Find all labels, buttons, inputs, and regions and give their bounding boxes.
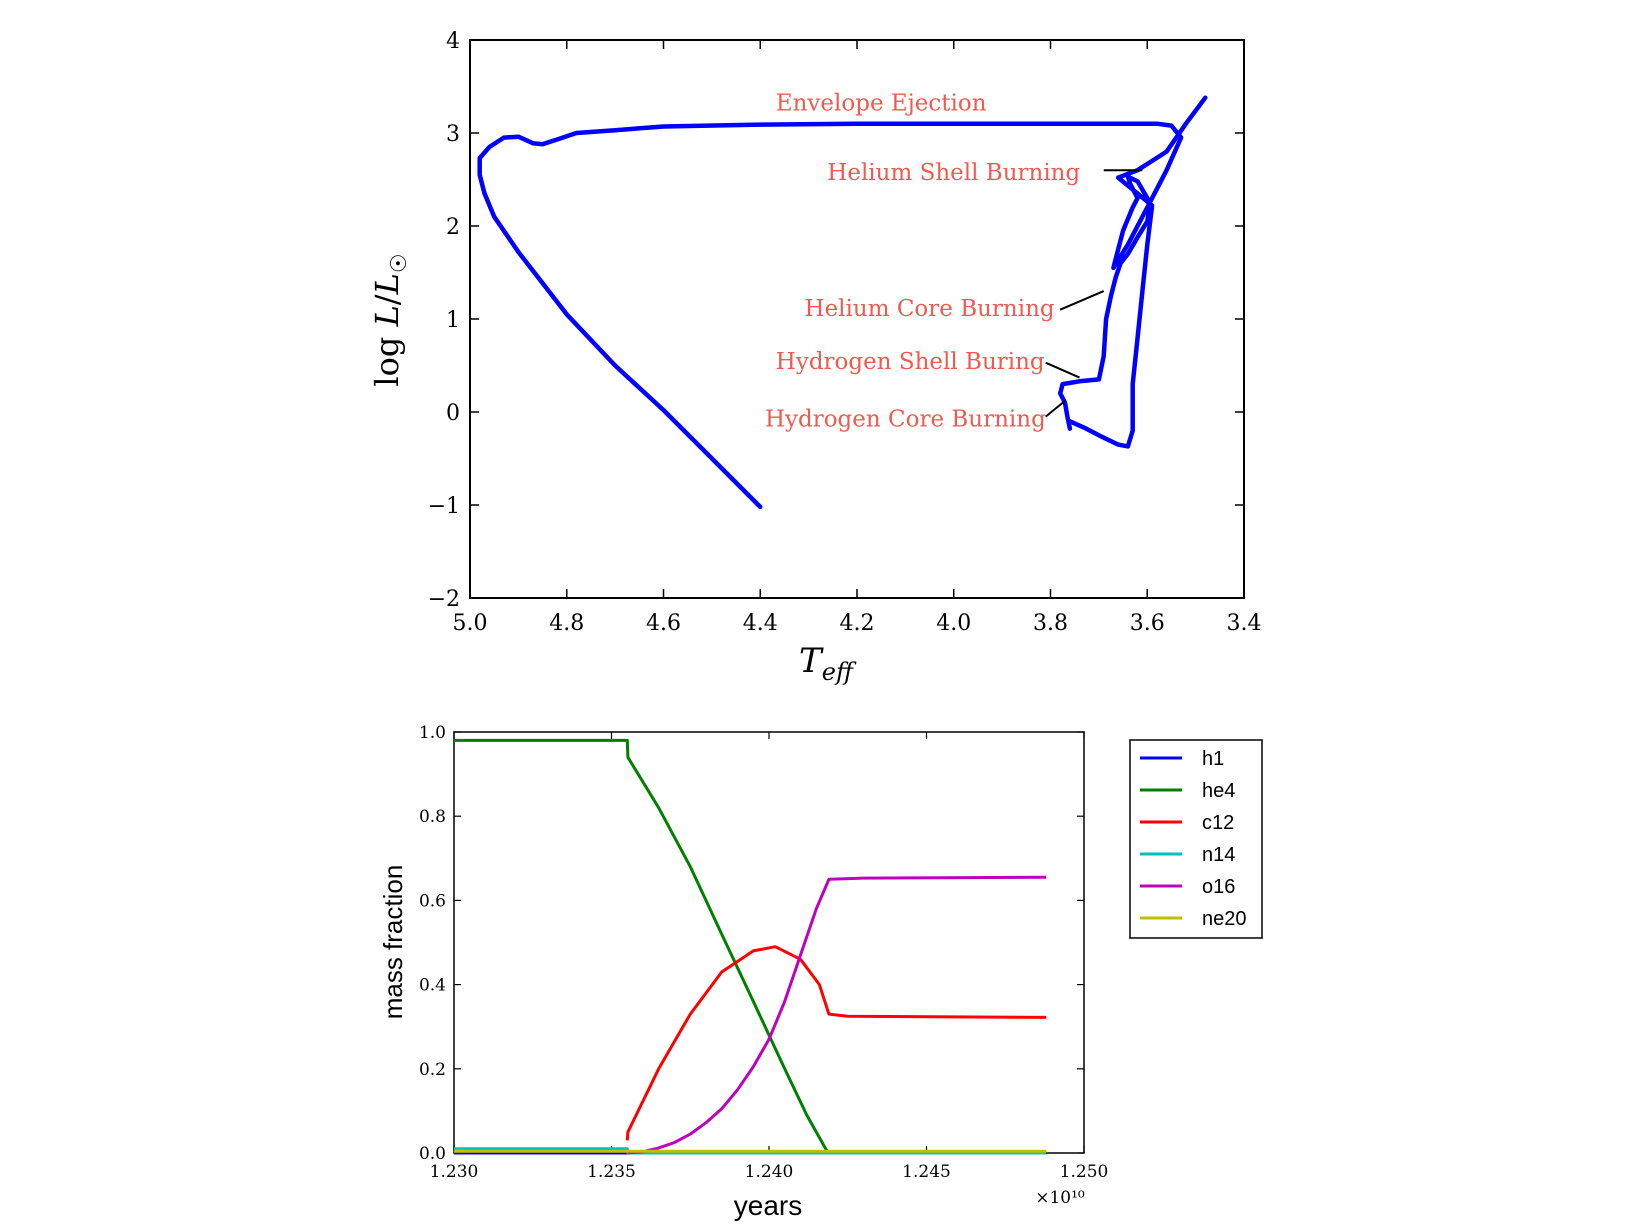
hr-x-tick-label: 4.6 bbox=[646, 611, 681, 636]
hr-y-axis-label: log L/L☉ bbox=[368, 253, 412, 386]
mf-legend-label-n14: n14 bbox=[1202, 844, 1235, 866]
mf-y-tick-label: 1.0 bbox=[419, 723, 446, 743]
hr-y-tick-label: 3 bbox=[446, 122, 460, 147]
hr-track-giant-branch bbox=[1067, 95, 1208, 449]
hr-curves bbox=[477, 95, 1208, 510]
hr-y-tick-label: 0 bbox=[446, 401, 460, 426]
mf-y-tick-label: 0.6 bbox=[419, 891, 446, 911]
hr-y-tick-label: 1 bbox=[446, 308, 460, 333]
mf-curves bbox=[454, 738, 1047, 1155]
hr-annotation-pointer bbox=[1059, 290, 1105, 311]
hr-annotation-label: Hydrogen Shell Buring bbox=[776, 349, 1045, 375]
mf-y-tick-label: 0.2 bbox=[419, 1060, 446, 1080]
hr-x-tick-label: 3.8 bbox=[1033, 611, 1068, 636]
mf-legend-frame bbox=[1129, 739, 1263, 939]
hr-x-axis-label: Teff bbox=[799, 641, 857, 686]
hr-annotation-pointer bbox=[1045, 400, 1066, 418]
hr-y-tick-label: 2 bbox=[446, 215, 460, 240]
mf-y-axis-label: mass fraction bbox=[378, 865, 408, 1020]
mf-legend-label-h1: h1 bbox=[1202, 748, 1224, 770]
hr-track-main bbox=[477, 121, 1184, 510]
mf-series-c12 bbox=[625, 945, 1047, 1141]
hr-annotations: Envelope Ejection Helium Shell Burning Hel… bbox=[765, 90, 1143, 433]
mf-x-tick-label: 1.235 bbox=[587, 1162, 636, 1182]
mf-x-tick-label: 1.230 bbox=[430, 1162, 479, 1182]
mf-x-tick-label: 1.240 bbox=[745, 1162, 794, 1182]
mf-ticks: 1.230 1.235 1.240 1.245 1.250 0.0 0.2 0.4 0.6 0.8… bbox=[419, 723, 1108, 1182]
mf-legend-label-ne20: ne20 bbox=[1202, 908, 1247, 930]
mf-legend-label-c12: c12 bbox=[1202, 812, 1234, 834]
hr-x-tick-label: 4.8 bbox=[549, 611, 584, 636]
mf-legend-label-o16: o16 bbox=[1202, 876, 1235, 898]
hr-annotation-pointer bbox=[1045, 361, 1080, 379]
mf-plot-frame bbox=[453, 731, 1085, 1154]
mf-x-scale-note: ×10¹⁰ bbox=[1035, 1188, 1085, 1208]
hr-x-tick-label: 4.0 bbox=[936, 611, 971, 636]
hr-y-tick-label: 4 bbox=[446, 29, 460, 54]
mf-y-tick-label: 0.8 bbox=[419, 807, 446, 827]
mass-fraction-chart: 1.230 1.235 1.240 1.245 1.250 0.0 0.2 0.4 0.6 0.8… bbox=[378, 723, 1263, 1221]
mf-series-he4 bbox=[454, 738, 831, 1154]
hr-annotation-label: Hydrogen Core Burning bbox=[765, 407, 1046, 433]
mf-x-axis-label: years bbox=[734, 1190, 802, 1221]
mf-y-tick-label: 0.0 bbox=[419, 1144, 446, 1164]
hr-x-tick-label: 5.0 bbox=[453, 611, 488, 636]
hr-x-tick-label: 4.4 bbox=[743, 611, 778, 636]
hr-annotation-label: Envelope Ejection bbox=[776, 90, 987, 116]
hr-annotation-label: Helium Core Burning bbox=[805, 296, 1055, 322]
hr-y-tick-label: −2 bbox=[428, 587, 460, 612]
hr-diagram-chart: 5.0 4.8 4.6 4.4 4.2 4.0 3.8 3.6 3.4 −2 −1 0 1 2 3 4 Env… bbox=[368, 29, 1262, 686]
mf-series-o16 bbox=[627, 875, 1047, 1155]
mf-y-tick-label: 0.4 bbox=[419, 976, 446, 996]
hr-x-tick-label: 3.4 bbox=[1227, 611, 1262, 636]
mf-x-tick-label: 1.245 bbox=[902, 1162, 951, 1182]
hr-x-tick-label: 4.2 bbox=[840, 611, 875, 636]
hr-ticks: 5.0 4.8 4.6 4.4 4.2 4.0 3.8 3.6 3.4 −2 −1 0 1 2 3 4 bbox=[428, 29, 1262, 636]
hr-x-tick-label: 3.6 bbox=[1130, 611, 1165, 636]
hr-y-tick-label: −1 bbox=[428, 494, 460, 519]
mf-x-tick-label: 1.250 bbox=[1060, 1162, 1109, 1182]
mf-legend-label-he4: he4 bbox=[1202, 780, 1235, 802]
mf-legend: h1 he4 c12 n14 o16 ne20 bbox=[1129, 739, 1263, 939]
hr-annotation-label: Helium Shell Burning bbox=[827, 160, 1080, 186]
